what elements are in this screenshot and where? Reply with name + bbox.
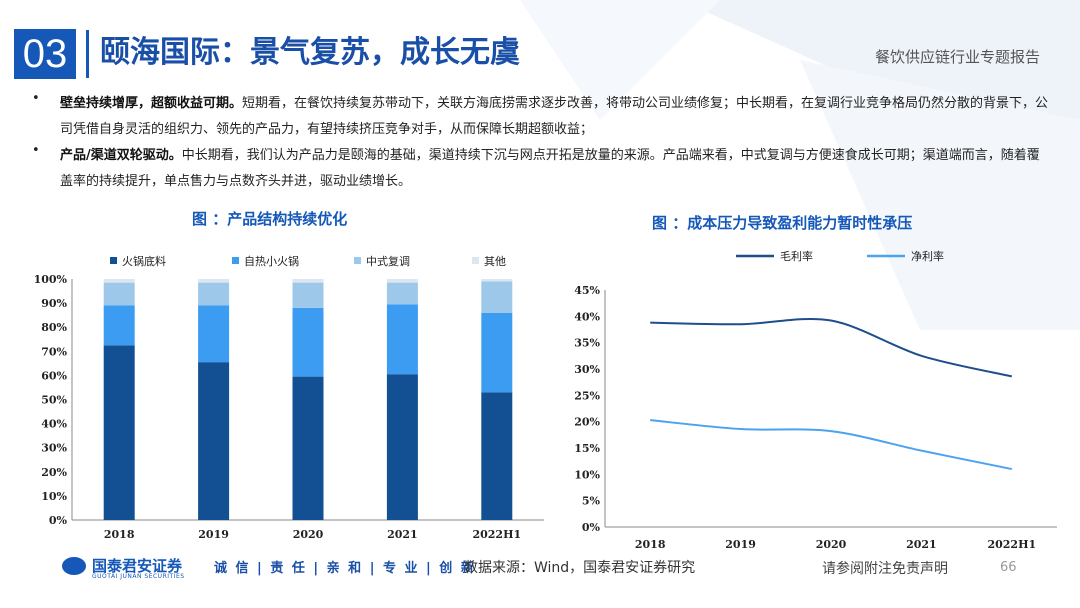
bar-segment [292, 279, 324, 283]
bullet-dot: • [32, 91, 40, 106]
x-tick-label: 2020 [293, 528, 324, 541]
x-tick-label: 2019 [198, 528, 229, 541]
y-tick-label: 0% [582, 521, 601, 534]
y-tick-label: 60% [41, 369, 67, 382]
chart-1-title: 图 ：产品结构持续优化 [192, 210, 348, 228]
bar-segment [386, 282, 418, 305]
title-divider [86, 30, 89, 78]
y-tick-label: 40% [574, 310, 600, 323]
x-tick-label: 2019 [725, 538, 756, 551]
chart-2-title: 图 ：成本压力导致盈利能力暂时性承压 [652, 214, 913, 232]
y-tick-label: 5% [582, 495, 601, 508]
y-tick-label: 30% [41, 442, 67, 455]
y-tick-label: 10% [41, 490, 67, 503]
legend-swatch [472, 257, 479, 264]
y-tick-label: 45% [574, 284, 600, 297]
y-tick-label: 10% [574, 468, 600, 481]
bar-segment [103, 279, 135, 283]
report-name: 餐饮供应链行业专题报告 [874, 48, 1040, 66]
bar-segment [481, 279, 513, 282]
y-tick-label: 20% [574, 416, 600, 429]
bar-segment [386, 279, 418, 283]
x-tick-label: 2021 [906, 538, 937, 551]
x-tick-label: 2018 [635, 538, 666, 551]
y-tick-label: 90% [41, 297, 67, 310]
bullet-1: 壁垒持续增厚，超额收益可期。短期看，在餐饮持续复苏带动下，关联方海底捞需求逐步改… [60, 91, 1050, 143]
legend-label: 毛利率 [780, 249, 813, 263]
page-title: 颐海国际：景气复苏，成长无虞 [100, 35, 520, 70]
x-tick-label: 2022H1 [987, 538, 1036, 551]
company-logo-icon [62, 557, 86, 575]
series-line [650, 419, 1012, 471]
background-decoration [520, 0, 1080, 330]
y-tick-label: 20% [41, 466, 67, 479]
legend-swatch [110, 257, 117, 264]
series-line [650, 317, 1013, 378]
data-source: 数据来源：Wind，国泰君安证券研究 [464, 560, 696, 576]
x-tick-label: 2021 [387, 528, 418, 541]
disclaimer: 请参阅附注免责声明 [822, 561, 948, 577]
bullet-2: 产品/渠道双轮驱动。中长期看，我们认为产品力是颐海的基础，渠道持续下沉与网点开拓… [60, 143, 1050, 195]
line-chart: 0% 5% 10% 15% 20% 25% 30% 35% 40% 45% 2018 2019 2020… [574, 249, 1057, 551]
bar-segment [292, 376, 324, 520]
legend-label: 净利率 [911, 249, 944, 263]
bar-segment [386, 374, 418, 520]
bullet-1-text: 短期看，在餐饮持续复苏带动下，关联方海底捞需求逐步改善，将带动公司业绩修复；中长… [60, 96, 1049, 137]
legend-label: 中式复调 [366, 254, 410, 268]
bar-segment [292, 307, 324, 377]
company-name-en: GUOTAI JUNAN SECURITIES [92, 573, 185, 580]
y-tick-label: 15% [574, 442, 600, 455]
bullet-2-heading: 产品/渠道双轮驱动。 [60, 148, 182, 163]
page-number: 66 [1000, 560, 1017, 575]
bar-segment [386, 304, 418, 375]
bar-segment [103, 345, 135, 520]
bar-segment [198, 305, 230, 363]
company-name: 国泰君安证券 [92, 557, 183, 575]
y-tick-label: 40% [41, 418, 67, 431]
x-tick-label: 2018 [104, 528, 135, 541]
y-tick-label: 80% [41, 321, 67, 334]
bar-segment [198, 279, 230, 283]
bar-segment [103, 282, 135, 306]
bar-segment [198, 282, 230, 306]
bar-segment [292, 282, 324, 308]
bar-segment [103, 305, 135, 346]
x-tick-label: 2020 [816, 538, 847, 551]
section-number: 03 [14, 29, 76, 79]
legend-swatch [354, 257, 361, 264]
y-tick-label: 30% [574, 363, 600, 376]
y-tick-label: 50% [41, 394, 67, 407]
legend-label: 其他 [484, 255, 506, 268]
y-tick-label: 100% [34, 273, 68, 286]
bar-segment [481, 392, 513, 520]
bar-segment [481, 312, 513, 393]
bullet-dot: • [32, 143, 40, 158]
legend-label: 火锅底料 [122, 254, 166, 268]
bullet-2-text: 中长期看，我们认为产品力是颐海的基础，渠道持续下沉与网点开拓是放量的来源。产品端… [60, 148, 1040, 189]
bar-segment [481, 281, 513, 313]
legend-swatch [232, 257, 239, 264]
y-tick-label: 35% [574, 337, 600, 350]
legend-label: 自热小火锅 [244, 255, 299, 268]
stacked-bar-chart: 0% 10% 20% 30% 40% 50% 60% 70% 80% 90% 100% 2018 201… [34, 254, 544, 541]
bar-segment [198, 362, 230, 520]
company-motto: 诚 信 | 责 任 | 亲 和 | 专 业 | 创 新 [214, 561, 476, 576]
bullet-1-heading: 壁垒持续增厚，超额收益可期。 [60, 96, 243, 111]
x-tick-label: 2022H1 [472, 528, 521, 541]
y-tick-label: 70% [41, 345, 67, 358]
y-tick-label: 0% [49, 514, 68, 527]
y-tick-label: 25% [574, 389, 600, 402]
